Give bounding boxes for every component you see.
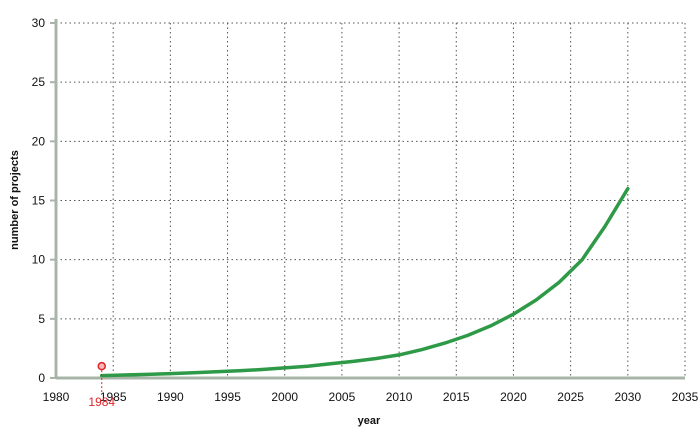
- x-tick-label: 1980: [43, 390, 70, 404]
- x-tick-label: 2025: [557, 390, 584, 404]
- y-tick-label: 25: [32, 75, 46, 89]
- x-tick-label: 1995: [214, 390, 241, 404]
- series-layer: [99, 186, 630, 378]
- x-tick-label: 1990: [157, 390, 184, 404]
- y-tick-label: 30: [32, 16, 46, 30]
- x-axis-title: year: [358, 415, 381, 427]
- grid: [56, 22, 686, 378]
- annotation-label: 1984: [88, 395, 115, 409]
- y-tick-label: 0: [38, 371, 45, 385]
- x-tick-label: 2010: [386, 390, 413, 404]
- x-tick-label: 2005: [329, 390, 356, 404]
- y-tick-label: 20: [32, 134, 46, 148]
- y-tick-label: 15: [32, 194, 46, 208]
- x-tick-label: 2020: [500, 390, 527, 404]
- x-tick-label: 2030: [614, 390, 641, 404]
- axes: [50, 19, 685, 380]
- tick-labels: 1980 1985 1990 1995 2000 2005 2010 2015 2020 2025…: [32, 16, 699, 404]
- y-tick-label: 10: [32, 253, 46, 267]
- y-axis-title: number of projects: [9, 150, 21, 250]
- x-tick-label: 2015: [443, 390, 470, 404]
- x-tick-label: 2035: [672, 390, 699, 404]
- x-tick-label: 1985: [100, 390, 127, 404]
- annotation-point: [97, 361, 106, 371]
- x-tick-label: 2000: [271, 390, 298, 404]
- growth-line: [99, 186, 630, 378]
- annotation-layer: 1984: [88, 361, 115, 409]
- y-tick-label: 5: [38, 312, 45, 326]
